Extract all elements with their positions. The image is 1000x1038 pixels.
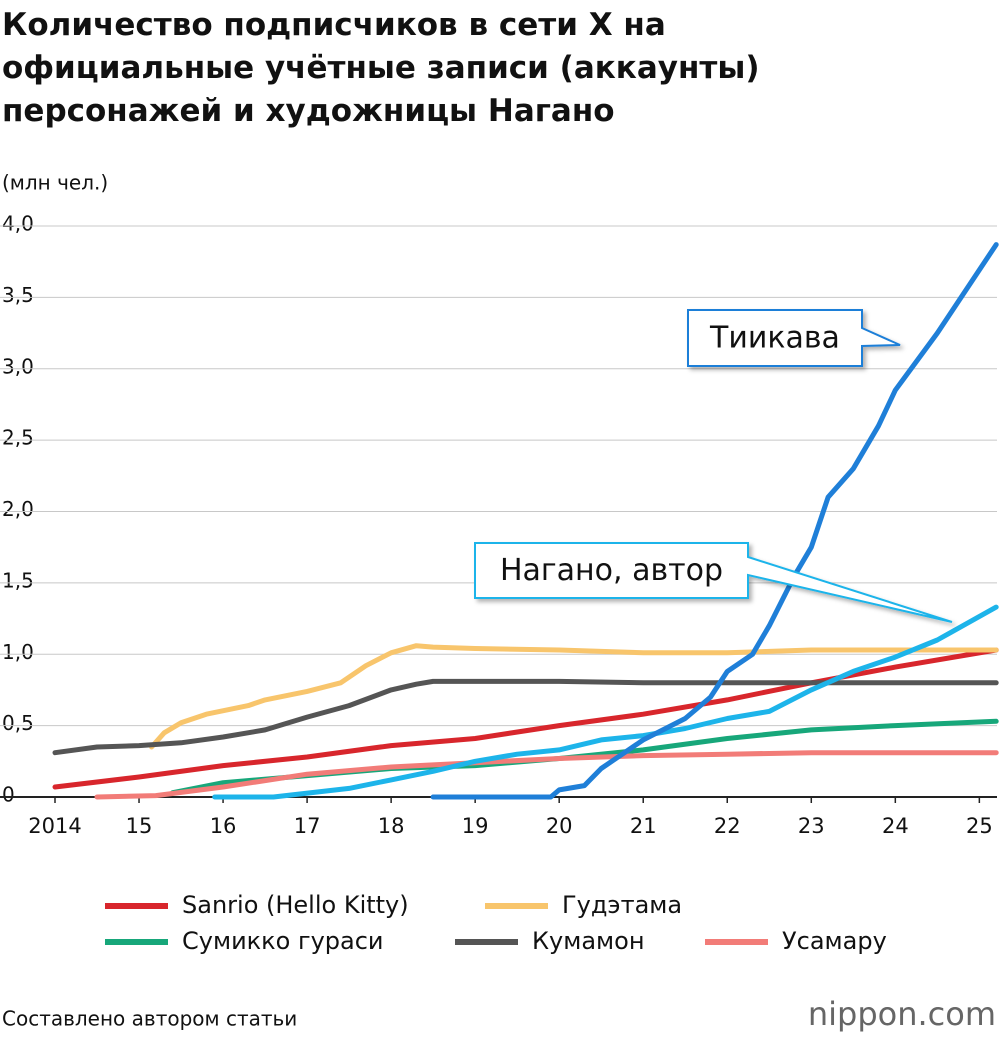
x-tick-label: 17 [294,814,321,838]
series-line [52,647,999,790]
series-line [52,678,999,756]
y-tick-label: 1,0 [2,640,34,664]
callout [687,309,901,367]
logo: nippon.com [808,995,996,1033]
y-tick-label: 3,0 [2,354,34,378]
legend-label: Гудэтама [562,891,682,919]
x-tick-label: 15 [126,814,153,838]
x-tick-label: 20 [546,814,573,838]
source: Составлено автором статьи [2,1007,297,1031]
series-line [94,750,999,800]
series-line [149,643,999,750]
x-tick-label: 25 [966,814,993,838]
x-tick-label: 22 [714,814,741,838]
y-tick-label: 0 [2,783,15,807]
y-tick-label: 4,0 [2,212,34,236]
legend-label: Sanrio (Hello Kitty) [182,891,409,919]
legend-label: Сумикко гураси [182,927,384,955]
y-axis-unit: (млн чел.) [2,171,108,195]
x-tick-label: 18 [378,814,405,838]
y-tick-label: 2,0 [2,497,34,521]
y-tick-label: 3,5 [2,283,34,307]
legend-label: Кумамон [532,927,645,955]
callout-label: Нагано, автор [500,553,723,588]
y-tick-label: 2,5 [2,426,34,450]
x-tick-label: 16 [210,814,237,838]
x-tick-label: 23 [798,814,825,838]
callout-box [474,542,953,623]
legend-label: Усамару [782,927,887,955]
chart-title: Количество подписчиков в сети X на офици… [2,7,760,129]
x-tick-label: 19 [462,814,489,838]
x-tick-label: 2014 [28,814,81,838]
y-tick-label: 0,5 [2,711,34,735]
callout-label: Тиикава [709,321,840,356]
callout [474,542,953,623]
y-tick-label: 1,5 [2,568,34,592]
series-line [430,242,999,800]
x-tick-label: 24 [882,814,909,838]
series-line [212,604,999,800]
x-tick-label: 21 [630,814,657,838]
callout-box [687,309,901,367]
